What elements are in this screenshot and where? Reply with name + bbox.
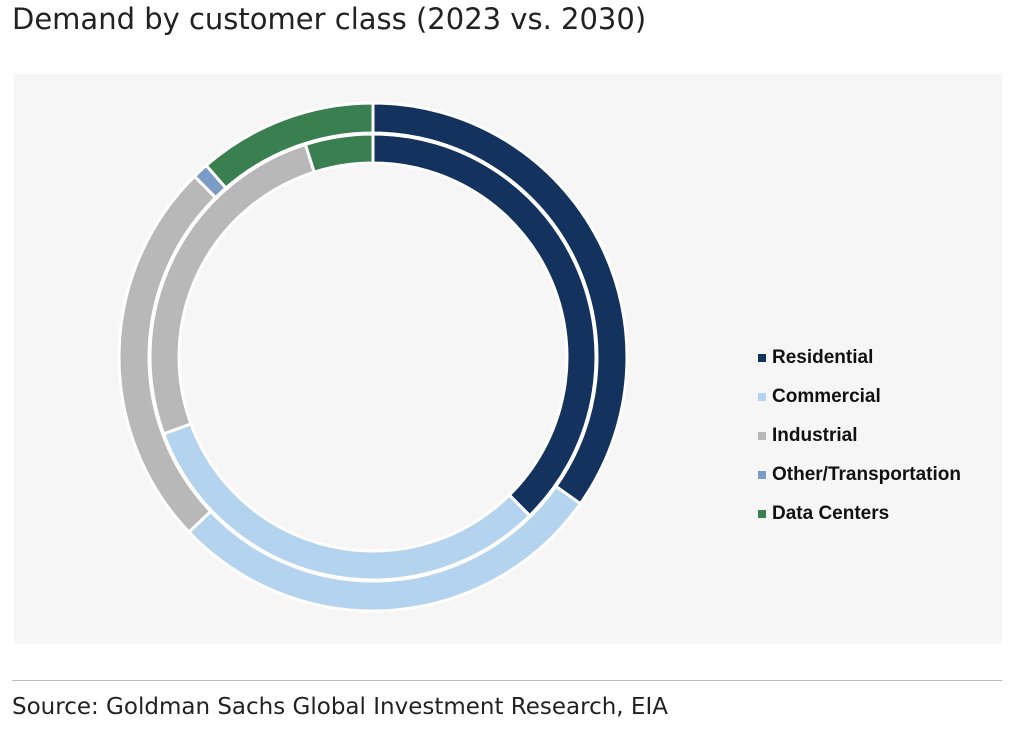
legend-label: Commercial bbox=[772, 385, 881, 407]
legend-label: Data Centers bbox=[772, 502, 890, 524]
legend-label: Residential bbox=[772, 346, 874, 368]
legend-swatch bbox=[758, 392, 766, 401]
legend-label: Other/Transportation bbox=[772, 463, 961, 485]
legend-item: Data Centers bbox=[758, 494, 961, 533]
legend-item: Other/Transportation bbox=[758, 455, 961, 494]
chart-title: Demand by customer class (2023 vs. 2030) bbox=[12, 2, 647, 36]
source-note: Source: Goldman Sachs Global Investment … bbox=[12, 694, 668, 720]
legend-swatch bbox=[758, 509, 766, 518]
legend-swatch bbox=[758, 470, 766, 479]
divider bbox=[12, 680, 1002, 681]
donut-chart bbox=[117, 101, 629, 613]
legend: Residential Commercial Industrial Other/Tra… bbox=[758, 338, 961, 533]
donut-segment-industrial-2023 bbox=[148, 142, 317, 436]
legend-swatch bbox=[758, 353, 766, 362]
legend-item: Industrial bbox=[758, 416, 961, 455]
legend-item: Residential bbox=[758, 338, 961, 377]
legend-label: Industrial bbox=[772, 424, 858, 446]
legend-item: Commercial bbox=[758, 377, 961, 416]
plot-area: Residential Commercial Industrial Other/Tra… bbox=[14, 74, 1002, 644]
legend-swatch bbox=[758, 431, 766, 440]
donut-segment-data-centers-2030 bbox=[204, 101, 375, 191]
